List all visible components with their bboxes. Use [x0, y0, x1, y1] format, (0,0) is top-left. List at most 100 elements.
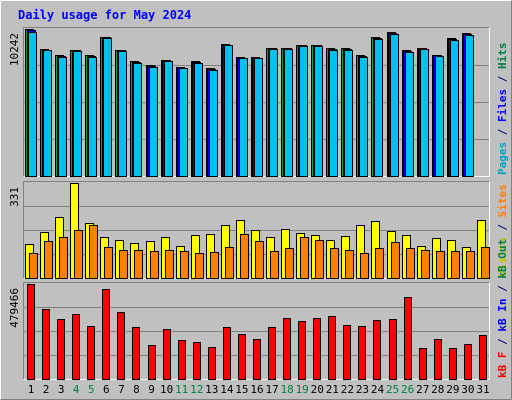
bar-kb-f-day-13 [208, 347, 216, 380]
day-label: 20 [311, 383, 324, 396]
panel-side-label: kB F / kB In / kB Out [496, 239, 509, 378]
panel-side-label: Visits / Sites [496, 184, 509, 277]
panel-hits: 10242 Pages / Files / Hits [8, 27, 509, 177]
side-label-part: kB In [496, 299, 509, 332]
day-label: 4 [73, 383, 80, 396]
bar-sites-day-14 [225, 247, 234, 279]
bar-sites-day-28 [436, 251, 445, 279]
bar-kb-f-day-28 [434, 339, 442, 380]
day-label: 10 [160, 383, 173, 396]
bar-sites-day-23 [360, 253, 369, 279]
bar-pages-day-7 [118, 51, 127, 177]
day-label: 23 [356, 383, 369, 396]
side-label-part: Pages [496, 142, 509, 175]
bar-sites-day-19 [300, 237, 309, 279]
bar-kb-f-day-30 [464, 344, 472, 380]
bar-kb-f-day-7 [117, 312, 125, 380]
bar-sites-day-17 [270, 251, 279, 279]
day-label: 7 [118, 383, 125, 396]
series-kb-f [27, 284, 487, 380]
bar-sites-day-7 [119, 250, 128, 279]
bar-kb-f-day-15 [238, 334, 246, 380]
day-label: 25 [386, 383, 399, 396]
day-label: 2 [43, 383, 50, 396]
bar-pages-day-4 [73, 51, 82, 177]
day-label: 28 [431, 383, 444, 396]
bar-sites-day-8 [134, 250, 143, 279]
day-label: 15 [235, 383, 248, 396]
bar-sites-day-15 [240, 234, 249, 279]
bar-kb-f-day-9 [148, 345, 156, 380]
side-label-part: / [496, 279, 509, 299]
bar-sites-day-12 [195, 253, 204, 279]
bar-sites-day-11 [180, 251, 189, 279]
bar-kb-f-day-31 [479, 335, 487, 380]
bar-kb-f-day-21 [328, 316, 336, 380]
bar-pages-day-22 [344, 50, 353, 177]
bar-kb-f-day-23 [358, 326, 366, 380]
bar-kb-f-day-8 [132, 327, 140, 380]
bar-kb-f-day-26 [404, 297, 412, 380]
bar-sites-day-27 [421, 250, 430, 279]
bar-sites-day-1 [29, 253, 38, 279]
chart-panels: 10242 Pages / Files / Hits 331 Visits / Sit… [8, 27, 509, 380]
panel-max-label: 10242 [8, 33, 21, 66]
day-label: 8 [133, 383, 140, 396]
bar-kb-f-day-6 [102, 289, 110, 380]
day-label: 19 [296, 383, 309, 396]
bar-kb-f-day-11 [178, 340, 186, 380]
day-label: 21 [326, 383, 339, 396]
side-label-part: / [496, 69, 509, 89]
series-pages [28, 32, 474, 177]
bar-kb-f-day-17 [268, 327, 276, 380]
bar-kb-f-day-18 [283, 318, 291, 380]
panel-max-label: 331 [8, 187, 21, 207]
bar-kb-f-day-4 [72, 314, 80, 380]
bar-sites-day-13 [210, 252, 219, 279]
side-label-part: Hits [496, 43, 509, 70]
bar-kb-f-day-3 [57, 319, 65, 380]
bar-pages-day-13 [209, 70, 218, 177]
bar-pages-day-19 [299, 46, 308, 177]
day-label: 27 [416, 383, 429, 396]
bar-kb-f-day-29 [449, 348, 457, 380]
day-label: 16 [250, 383, 263, 396]
bar-pages-day-16 [254, 58, 263, 177]
bar-sites-day-2 [44, 241, 53, 279]
bar-sites-day-21 [330, 248, 339, 279]
day-label: 22 [341, 383, 354, 396]
bar-kb-f-day-14 [223, 327, 231, 380]
panel-max-label: 479466 [8, 288, 21, 328]
bar-sites-day-10 [165, 250, 174, 279]
day-label: 24 [371, 383, 385, 396]
side-label-part: / [496, 122, 509, 142]
series-sites [29, 225, 490, 279]
day-label: 14 [220, 383, 234, 396]
bar-pages-day-27 [420, 49, 429, 177]
day-label: 13 [205, 383, 218, 396]
bar-pages-day-12 [194, 63, 203, 177]
side-label-part: / [496, 217, 509, 237]
day-label: 12 [190, 383, 203, 396]
bar-pages-day-24 [374, 39, 383, 177]
bar-kb-f-day-24 [373, 320, 381, 380]
bar-pages-day-30 [465, 35, 474, 177]
bar-sites-day-20 [315, 240, 324, 279]
bar-sites-day-24 [375, 248, 384, 279]
bar-pages-day-10 [164, 61, 173, 177]
day-label: 3 [58, 383, 65, 396]
day-label: 18 [281, 383, 294, 396]
bar-pages-day-17 [269, 49, 278, 177]
day-label: 30 [461, 383, 474, 396]
bar-sites-day-4 [74, 230, 83, 279]
bar-sites-day-30 [466, 251, 475, 279]
day-label: 17 [265, 383, 278, 396]
bar-sites-day-9 [150, 251, 159, 279]
bar-sites-day-18 [285, 248, 294, 279]
side-label-part: Visits [496, 237, 509, 277]
chart-title: Daily usage for May 2024 [18, 8, 191, 22]
bar-kb-f-day-2 [42, 309, 50, 380]
bar-pages-day-28 [435, 56, 444, 177]
bar-sites-day-6 [104, 247, 113, 279]
